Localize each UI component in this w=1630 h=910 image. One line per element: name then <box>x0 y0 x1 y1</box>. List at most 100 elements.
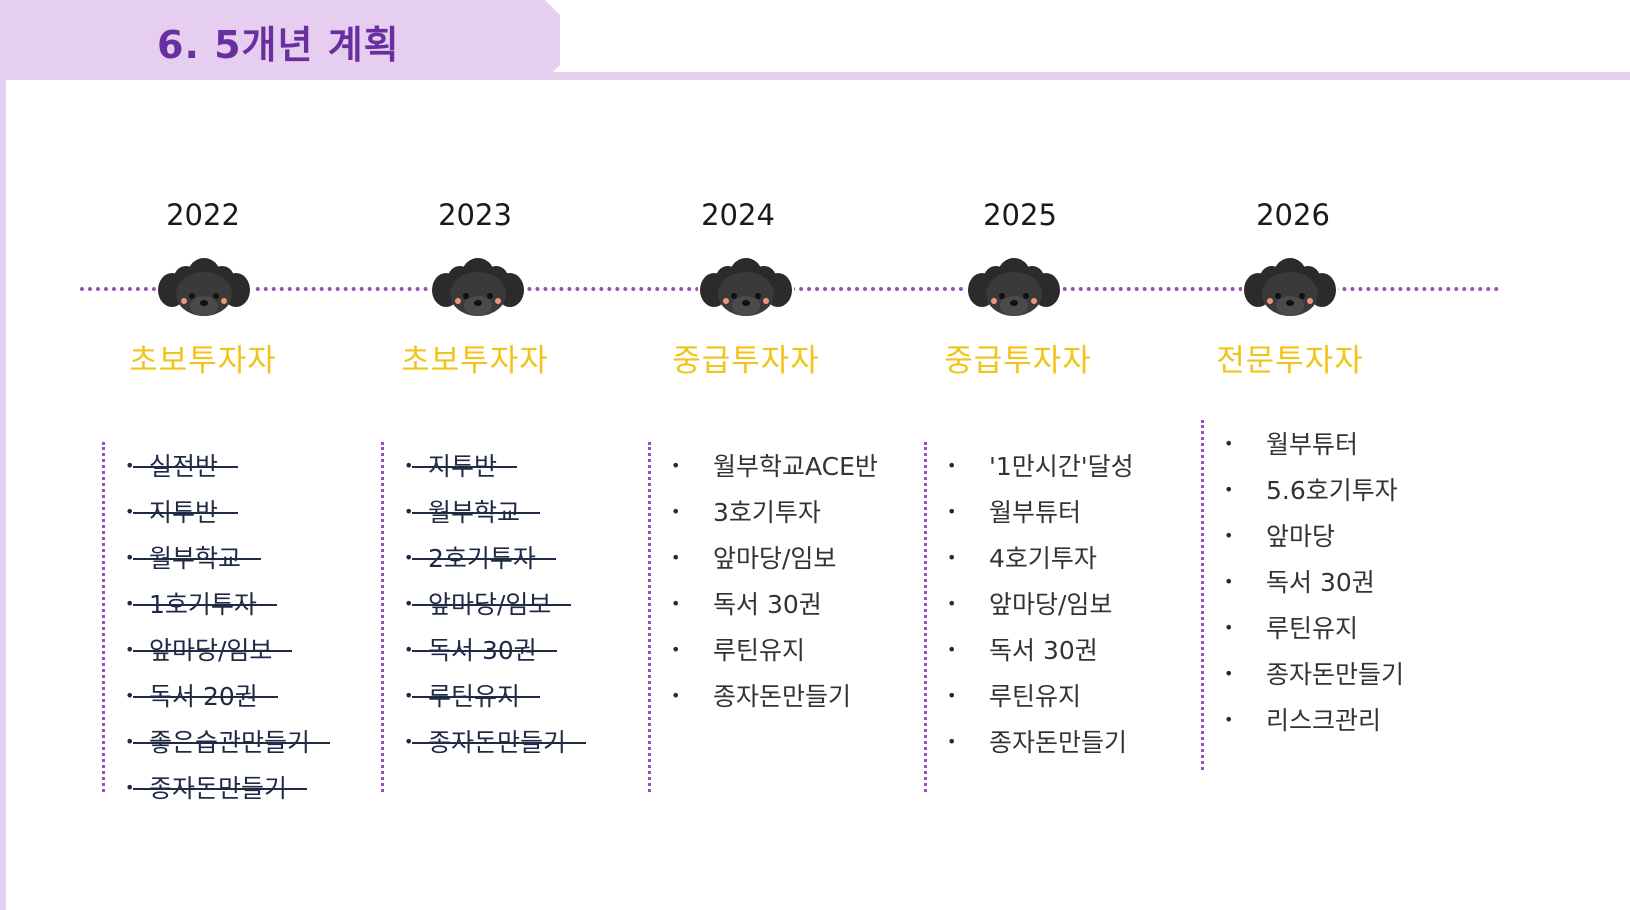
bullet-icon: • <box>1224 663 1234 683</box>
list-item: • 5.6호기투자 <box>1224 466 1404 512</box>
list-item-text: 앞마당 <box>1266 522 1336 551</box>
bullet-icon: • <box>947 501 957 521</box>
bullet-icon: • <box>1224 571 1234 591</box>
poodle-dog-icon <box>1242 256 1338 322</box>
list-item-text: 월부튜터 <box>989 498 1082 527</box>
bullet-icon: • <box>125 685 135 705</box>
list-item-text: 월부튜터 <box>1266 430 1359 459</box>
list-item: • 앞마당/임보 <box>671 534 878 580</box>
bullet-icon: • <box>125 501 135 521</box>
bullet-icon: • <box>1224 479 1234 499</box>
list-item-text: 독서 20권 <box>133 677 278 713</box>
list-item: • 종자돈만들기 <box>947 718 1134 764</box>
bullet-icon: • <box>671 685 681 705</box>
year-label: 2025 <box>983 198 1057 232</box>
bullet-icon: • <box>671 593 681 613</box>
bullet-icon: • <box>671 639 681 659</box>
list-item: • 앞마당 <box>1224 512 1404 558</box>
bullet-icon: • <box>1224 709 1234 729</box>
list-item: • 지투반 <box>125 488 310 534</box>
plan-list-2023: • 지투반 • 월부학교 • 2호기투자 • 앞마당/임보 • 독서 30권 • 루틴유지 • 종자돈만들… <box>381 442 587 792</box>
list-item-text: 종자돈만들기 <box>713 682 852 711</box>
bullet-icon: • <box>947 547 957 567</box>
list-item-text: 좋은습관만들기 <box>132 723 331 759</box>
list-item-text: 루틴유지 <box>713 636 806 665</box>
bullet-icon: • <box>404 731 414 751</box>
poodle-dog-icon <box>430 256 526 322</box>
list-item: • 종자돈만들기 <box>1224 650 1404 696</box>
year-label: 2022 <box>166 198 240 232</box>
list-item-text: 지투반 <box>132 493 239 529</box>
level-label: 중급투자자 <box>944 343 1092 379</box>
list-item: • 독서 30권 <box>671 580 878 626</box>
list-item: • 루틴유지 <box>947 672 1134 718</box>
list-item-text: 리스크관리 <box>1266 706 1382 735</box>
list-item: • 독서 30권 <box>1224 558 1404 604</box>
poodle-dog-icon <box>698 256 794 322</box>
list-item-text: 2호기투자 <box>412 539 556 575</box>
bullet-icon: • <box>125 455 135 475</box>
header-band <box>0 0 560 80</box>
list-item-text: 종자돈만들기 <box>1266 660 1405 689</box>
list-item: • 종자돈만들기 <box>125 764 310 810</box>
list-item: • 루틴유지 <box>404 672 566 718</box>
list-item: • 앞마당/임보 <box>404 580 572 626</box>
bullet-icon: • <box>671 455 681 475</box>
list-item: • '1만시간'달성 <box>947 442 1134 488</box>
list-item: • 종자돈만들기 <box>404 718 587 764</box>
list-item-text: '1만시간'달성 <box>989 452 1134 481</box>
list-item: • 종자돈만들기 <box>671 672 878 718</box>
list-item-text: 앞마당/임보 <box>132 631 293 667</box>
bullet-icon: • <box>671 547 681 567</box>
list-item-text: 1호기투자 <box>133 585 277 621</box>
list-item-text: 3호기투자 <box>713 498 821 527</box>
plan-list-2022: • 실전반 • 지투반 • 월부학교 • 1호기투자 • 앞마당/임보 • 독서 20권 • 좋은습관만들… <box>102 442 331 803</box>
bullet-icon: • <box>947 639 957 659</box>
bullet-icon: • <box>947 685 957 705</box>
bullet-icon: • <box>404 685 414 705</box>
header-underline <box>540 72 1630 80</box>
list-item: • 월부학교 <box>125 534 310 580</box>
list-item: • 월부튜터 <box>947 488 1134 534</box>
list-item: • 독서 30권 <box>404 626 566 672</box>
list-item-text: 지투반 <box>411 447 518 483</box>
list-item: • 월부튜터 <box>1224 420 1404 466</box>
list-item: • 1호기투자 <box>125 580 310 626</box>
list-item: • 루틴유지 <box>1224 604 1404 650</box>
bullet-icon: • <box>404 639 414 659</box>
list-item-text: 종자돈만들기 <box>411 723 587 759</box>
list-item: • 실전반 <box>125 442 310 488</box>
plan-list-2026: • 월부튜터 • 5.6호기투자 • 앞마당 • 독서 30권 • 루틴유지 • 종자돈만들기 • 리스크… <box>1201 420 1404 770</box>
list-item-text: 월부학교ACE반 <box>713 452 878 481</box>
list-item-text: 앞마당/임보 <box>989 590 1113 619</box>
bullet-icon: • <box>125 731 135 751</box>
left-border <box>0 80 6 910</box>
year-label: 2026 <box>1256 198 1330 232</box>
list-item: • 독서 30권 <box>947 626 1134 672</box>
slide-title: 6. 5개년 계획 <box>157 23 400 67</box>
list-item-text: 5.6호기투자 <box>1266 476 1398 505</box>
level-label: 전문투자자 <box>1216 343 1364 379</box>
list-item: • 리스크관리 <box>1224 696 1404 742</box>
bullet-icon: • <box>671 501 681 521</box>
poodle-dog-icon <box>156 256 252 322</box>
bullet-icon: • <box>947 455 957 475</box>
list-item-text: 종자돈만들기 <box>989 728 1128 757</box>
bullet-icon: • <box>947 731 957 751</box>
year-label: 2023 <box>438 198 512 232</box>
level-label: 초보투자자 <box>401 343 549 379</box>
plan-list-2025: • '1만시간'달성 • 월부튜터 • 4호기투자 • 앞마당/임보 • 독서 30권 • 루틴유지 •… <box>924 442 1134 792</box>
list-item: • 3호기투자 <box>671 488 878 534</box>
bullet-icon: • <box>404 501 414 521</box>
list-item-text: 독서 30권 <box>1266 568 1375 597</box>
poodle-dog-icon <box>966 256 1062 322</box>
list-item: • 루틴유지 <box>671 626 878 672</box>
bullet-icon: • <box>125 547 135 567</box>
list-item: • 4호기투자 <box>947 534 1134 580</box>
list-item: • 앞마당/임보 <box>947 580 1134 626</box>
list-item-text: 종자돈만들기 <box>132 769 308 805</box>
list-item-text: 독서 30권 <box>713 590 822 619</box>
list-item: • 2호기투자 <box>404 534 566 580</box>
bullet-icon: • <box>404 547 414 567</box>
year-label: 2024 <box>701 198 775 232</box>
